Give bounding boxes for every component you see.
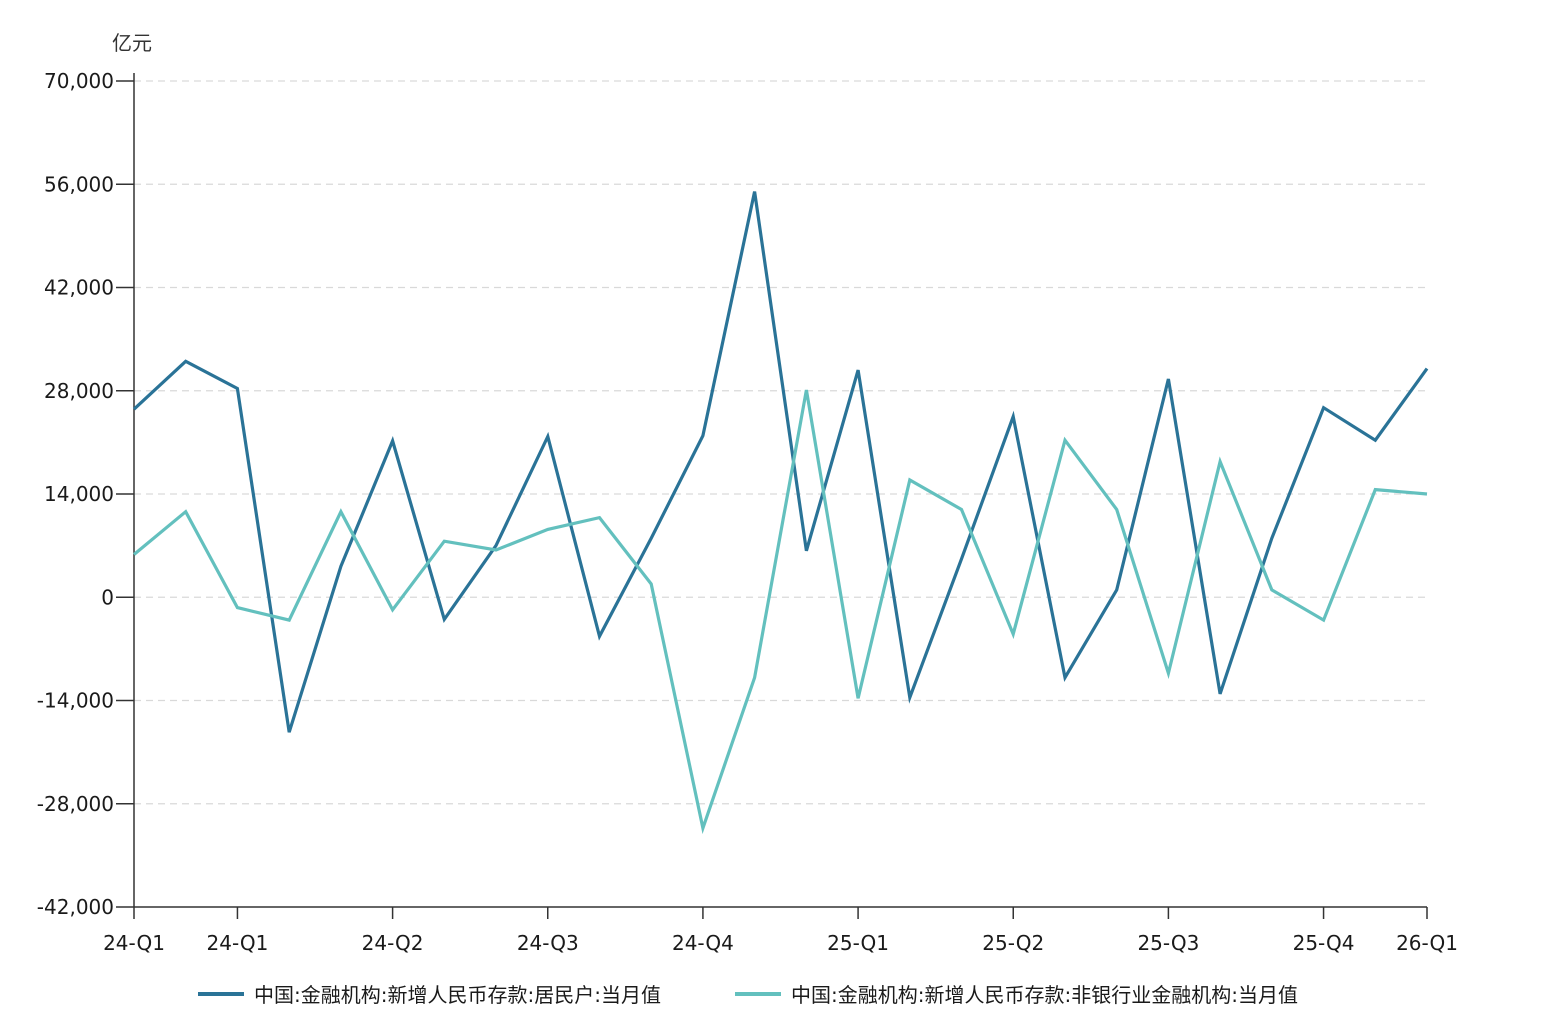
x-tick-label: 24-Q1 <box>207 931 269 955</box>
series-line-2 <box>132 389 1428 835</box>
legend-item-1[interactable]: 中国:金融机构:新增人民币存款:居民户:当月值 <box>198 983 661 1007</box>
x-tick-label: 25-Q2 <box>982 931 1044 955</box>
y-tick-label: -14,000 <box>37 689 114 713</box>
axes: 70,000 56,000 42,000 28,000 14,000 0 -14,000 -2… <box>37 69 1458 955</box>
x-tick-label: 24-Q2 <box>362 931 424 955</box>
y-axis-unit-label: 亿元 <box>112 31 152 55</box>
series-lines <box>132 191 1429 835</box>
y-tick-label: 14,000 <box>44 482 114 506</box>
x-tick-label: 26-Q1 <box>1396 931 1458 955</box>
x-tick-label: 24-Q4 <box>672 931 734 955</box>
x-tick-label: 24-Q3 <box>517 931 579 955</box>
legend-label: 中国:金融机构:新增人民币存款:居民户:当月值 <box>254 983 661 1007</box>
series-line-1 <box>132 191 1429 733</box>
x-tick-label: 25-Q1 <box>827 931 889 955</box>
y-tick-label: -42,000 <box>37 895 114 919</box>
gridlines <box>134 80 1427 805</box>
legend-item-2[interactable]: 中国:金融机构:新增人民币存款:非银行业金融机构:当月值 <box>735 983 1298 1007</box>
x-tick-label: 24-Q1 <box>103 931 165 955</box>
y-tick-label: 42,000 <box>44 276 114 300</box>
y-tick-label: 56,000 <box>44 172 114 196</box>
y-tick-label: 0 <box>101 585 114 609</box>
x-tick-label: 25-Q3 <box>1137 931 1199 955</box>
y-tick-label: -28,000 <box>37 792 114 816</box>
y-tick-label: 28,000 <box>44 379 114 403</box>
legend-label: 中国:金融机构:新增人民币存款:非银行业金融机构:当月值 <box>791 983 1298 1007</box>
y-tick-label: 70,000 <box>44 69 114 93</box>
x-tick-label: 25-Q4 <box>1293 931 1355 955</box>
legend[interactable]: 中国:金融机构:新增人民币存款:居民户:当月值 中国:金融机构:新增人民币存款:非… <box>198 983 1298 1007</box>
